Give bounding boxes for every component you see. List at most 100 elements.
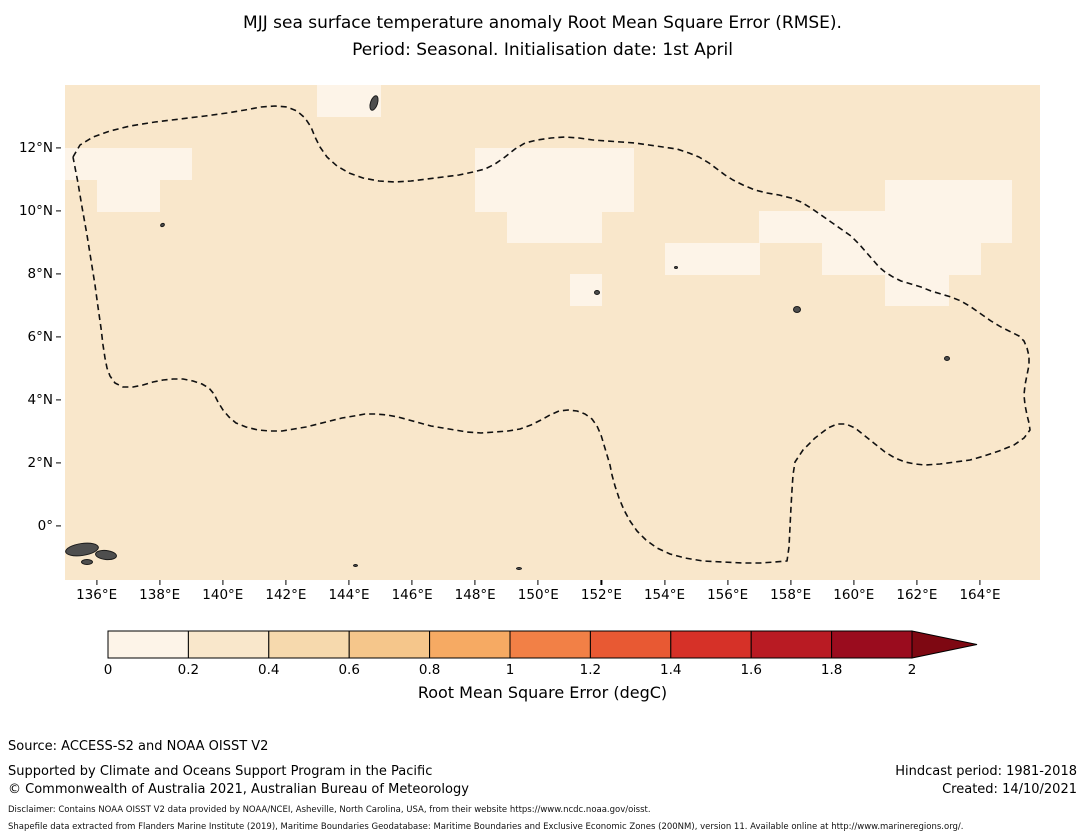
y-tick-mark	[56, 399, 61, 401]
x-tick-mark	[727, 580, 729, 585]
heatmap-cell	[96, 179, 129, 212]
colorbar-ticks: 0 0.2 0.4 0.6 0.8 1 1.2 1.4 1.6 1.8 2	[104, 662, 918, 680]
island-islet-east	[673, 266, 678, 270]
footer-copyright: © Commonwealth of Australia 2021, Austra…	[8, 782, 469, 797]
x-tick-label: 164°E	[959, 587, 1001, 603]
y-tick-mark	[56, 210, 61, 212]
colorbar-tick-label: 1.6	[740, 662, 762, 678]
colorbar-tick-label: 0.2	[177, 662, 200, 678]
heatmap-cell	[822, 242, 855, 275]
x-tick-mark	[663, 580, 666, 585]
island-pohnpei	[793, 305, 801, 313]
x-tick-mark	[285, 580, 287, 585]
heatmap-cell	[759, 211, 792, 244]
heatmap-cell	[601, 148, 634, 181]
x-tick-label: 156°E	[707, 587, 749, 603]
y-tick-mark	[56, 336, 61, 338]
heatmap-cell	[790, 211, 823, 244]
y-tick-label: 4°N	[27, 392, 53, 409]
x-tick-mark	[159, 580, 161, 585]
x-tick-mark	[916, 580, 918, 585]
heatmap-cell	[317, 85, 350, 118]
chart-title-line2: Period: Seasonal. Initialisation date: 1…	[352, 40, 733, 60]
y-tick-label: 2°N	[27, 455, 53, 472]
x-tick-label: 160°E	[833, 587, 875, 603]
heatmap-cell	[664, 242, 697, 275]
heatmap-cell	[96, 148, 129, 181]
x-tick-label: 146°E	[391, 587, 433, 603]
heatmap-cell	[853, 242, 886, 275]
colorbar-segment	[429, 630, 511, 659]
island-kosrae	[943, 356, 950, 361]
colorbar-segment	[831, 630, 913, 659]
colorbar-tick-label: 0	[103, 662, 113, 678]
heatmap-cell	[916, 211, 950, 244]
heatmap-cell	[506, 179, 539, 212]
map-plot	[65, 85, 1040, 580]
colorbar-segment	[268, 630, 350, 659]
heatmap-cell	[885, 211, 918, 244]
x-tick-mark	[96, 580, 98, 585]
island-yap	[159, 222, 166, 229]
y-tick-label: 12°N	[18, 140, 53, 156]
colorbar-segment	[348, 630, 431, 659]
colorbar-segment	[670, 630, 752, 659]
x-tick-mark	[222, 580, 224, 585]
heatmap-cell	[159, 148, 192, 181]
y-tick-mark	[56, 147, 61, 149]
heatmap-cell	[506, 148, 539, 181]
heatmap-cell	[853, 211, 886, 244]
heatmap-cell	[569, 211, 603, 244]
x-tick-label: 162°E	[896, 587, 938, 603]
footer-supported: Supported by Climate and Oceans Support …	[8, 764, 433, 779]
heatmap-cell	[601, 179, 634, 212]
footer-hindcast: Hindcast period: 1981-2018	[895, 764, 1077, 779]
x-tick-label: 144°E	[328, 587, 370, 603]
colorbar-tick-label: 1.2	[579, 662, 602, 678]
heatmap-cell	[538, 148, 571, 181]
x-tick-mark	[348, 580, 350, 585]
x-tick-label: 140°E	[202, 587, 244, 603]
heatmap-cell	[128, 148, 161, 181]
heatmap-cell	[948, 242, 981, 275]
colorbar-segment	[509, 630, 591, 659]
y-tick-label: 6°N	[27, 329, 53, 346]
chart-title: MJJ sea surface temperature anomaly Root…	[0, 10, 1085, 64]
heatmap-cell	[948, 179, 981, 212]
heatmap-cell	[569, 148, 603, 181]
heatmap-cell	[538, 211, 571, 244]
heatmap-cell	[885, 274, 918, 307]
heatmap-cell	[727, 242, 760, 275]
island-coast-west-2	[94, 548, 118, 561]
colorbar-tick-label: 1	[505, 662, 515, 678]
heatmap-cell	[475, 148, 508, 181]
x-tick-label: 148°E	[454, 587, 496, 603]
x-tick-label: 158°E	[770, 587, 812, 603]
heatmap-cell	[948, 211, 981, 244]
heatmap-cell	[65, 148, 98, 181]
footer-disclaimer-line1: Disclaimer: Contains NOAA OISST V2 data …	[8, 805, 651, 815]
colorbar-extend-arrow	[911, 630, 978, 659]
x-tick-mark	[853, 580, 855, 585]
x-tick-label: 150°E	[517, 587, 559, 603]
x-tick-mark	[411, 580, 413, 585]
heatmap-cell	[885, 242, 918, 275]
heatmap-cell	[822, 211, 855, 244]
colorbar-tick-label: 2	[907, 662, 917, 678]
x-tick-label: 154°E	[643, 587, 686, 603]
footer-disclaimer-line2: Shapefile data extracted from Flanders M…	[8, 822, 964, 832]
x-tick-mark	[537, 580, 539, 585]
heatmap-cell	[475, 179, 508, 212]
island-coast-west-3	[81, 559, 94, 566]
y-tick-label: 0°	[37, 518, 53, 535]
x-tick-label: 136°E	[76, 587, 118, 603]
heatmap-cell	[916, 274, 950, 307]
chart-title-line1: MJJ sea surface temperature anomaly Root…	[243, 13, 842, 33]
y-axis-ticks: 12°N 10°N 8°N 6°N 4°N 2°N 0°	[0, 85, 61, 580]
y-tick-mark	[56, 273, 61, 275]
x-tick-label: 138°E	[139, 587, 181, 603]
colorbar-segment	[589, 630, 672, 659]
x-axis-ticks: 136°E 138°E 140°E 142°E 144°E 146°E 148°E 150°E…	[65, 580, 1040, 606]
colorbar-tick-label: 0.6	[338, 662, 360, 678]
